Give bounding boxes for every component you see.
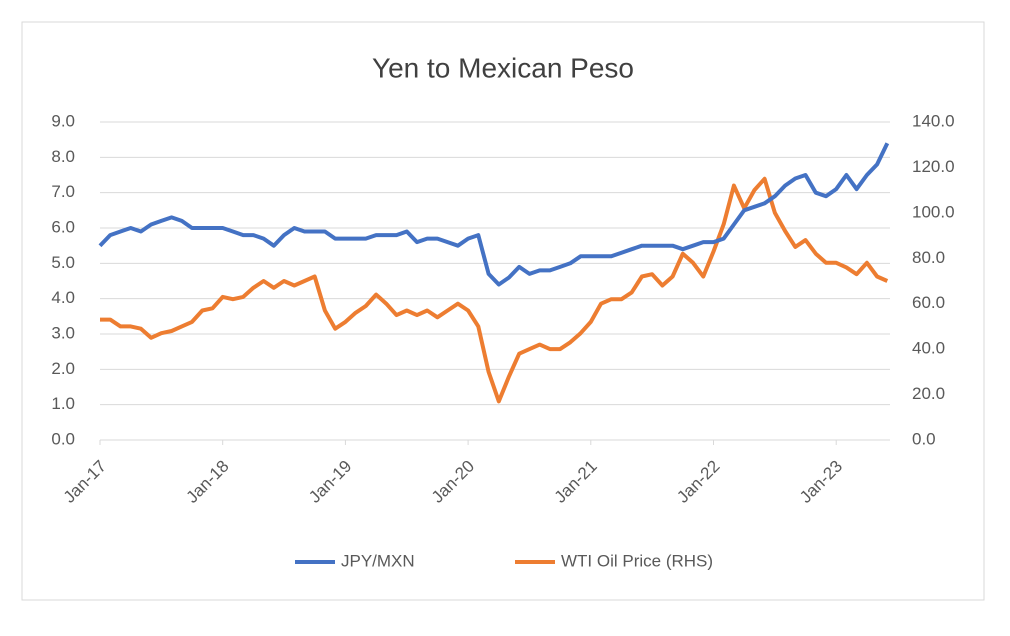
y-tick-label: 2.0	[51, 359, 75, 378]
y2-tick-label: 100.0	[912, 202, 955, 221]
legend-label: JPY/MXN	[341, 551, 415, 570]
y2-tick-label: 40.0	[912, 339, 945, 358]
chart-title: Yen to Mexican Peso	[372, 52, 634, 83]
chart-border	[21, 21, 985, 601]
y-tick-label: 1.0	[51, 394, 75, 413]
y2-tick-label: 0.0	[912, 429, 936, 448]
y-tick-label: 7.0	[51, 182, 75, 201]
series-line	[100, 176, 889, 404]
y-tick-label: 4.0	[51, 288, 75, 307]
y2-tick-label: 60.0	[912, 293, 945, 312]
series-line	[98, 142, 890, 287]
y2-tick-label: 80.0	[912, 248, 945, 267]
y-tick-label: 3.0	[51, 323, 75, 342]
y-tick-label: 9.0	[51, 111, 75, 130]
y2-tick-label: 120.0	[912, 157, 955, 176]
y-tick-label: 0.0	[51, 429, 75, 448]
y-tick-label: 8.0	[51, 147, 75, 166]
y2-tick-label: 140.0	[912, 111, 955, 130]
y-tick-label: 5.0	[51, 253, 75, 272]
legend-label: WTI Oil Price (RHS)	[561, 551, 713, 570]
y2-tick-label: 20.0	[912, 384, 945, 403]
y-tick-label: 6.0	[51, 217, 75, 236]
